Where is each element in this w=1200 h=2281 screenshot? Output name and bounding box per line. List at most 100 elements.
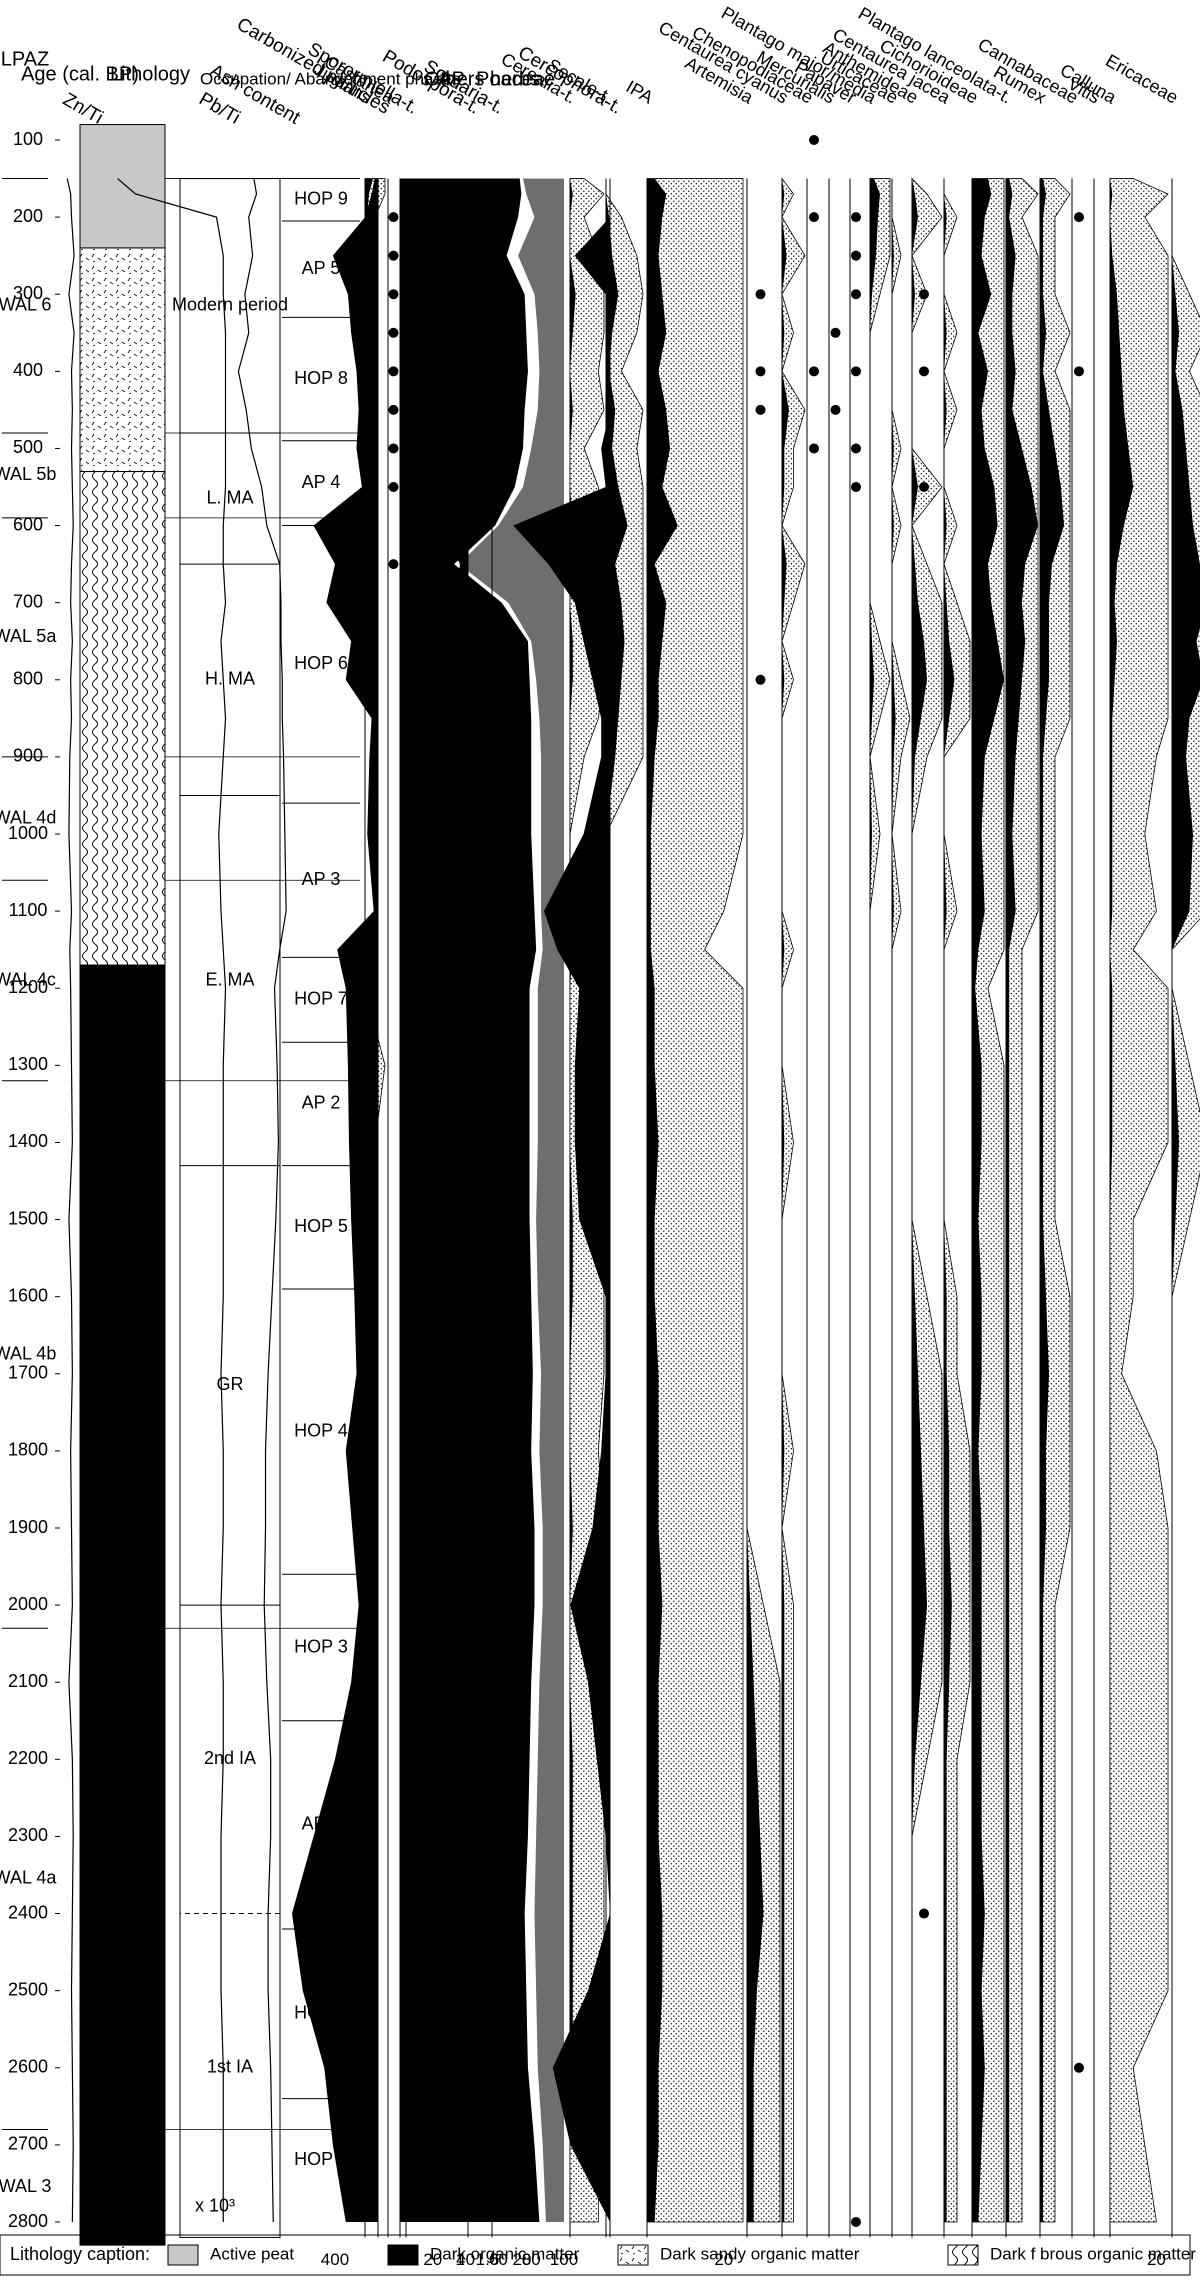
others-herbs-label: Others herbs xyxy=(424,68,540,90)
taxon-panel: Cichorioideae xyxy=(876,35,1005,2238)
exaggeration-area xyxy=(746,178,781,2223)
period-frame xyxy=(179,178,281,2238)
age-tick-label: 1600 xyxy=(8,1285,48,1305)
taxon-tick-label: 20 xyxy=(1147,2250,1166,2269)
age-tick-label: 2400 xyxy=(8,1902,48,1922)
geochem-curve xyxy=(66,178,75,2223)
exaggeration-area xyxy=(891,178,911,2222)
age-tick-label: 2300 xyxy=(8,1825,48,1845)
age-tick-label: 200 xyxy=(13,206,43,226)
legend-swatch xyxy=(387,2244,419,2266)
ap-tick-label: 100 xyxy=(550,2250,578,2269)
ap-tick-label: 80 xyxy=(522,2250,541,2269)
taxon-area xyxy=(747,178,764,2222)
phase-label: HOP 5 xyxy=(294,1216,348,1236)
presence-dot xyxy=(851,482,861,492)
age-tick-label: 1200 xyxy=(8,977,48,997)
phase-label: HOP 3 xyxy=(294,1636,348,1656)
taxon-area xyxy=(606,178,628,2222)
lithology-title: Lithology xyxy=(110,63,190,85)
presence-dot xyxy=(851,289,861,300)
age-tick-label: 1500 xyxy=(8,1208,48,1228)
presence-dot xyxy=(851,443,861,454)
lithology-unit xyxy=(79,247,166,473)
taxon-tick-label: 20 xyxy=(714,2250,733,2269)
taxon-area xyxy=(1172,178,1200,2222)
legend-label: Dark f brous organic matter xyxy=(990,2244,1196,2263)
age-tick-label: 1700 xyxy=(8,1363,48,1383)
age-tick-label: 400 xyxy=(13,360,43,380)
presence-dot xyxy=(388,559,399,570)
age-tick-label: 2600 xyxy=(8,2057,48,2077)
exaggeration-area xyxy=(1109,178,1169,2223)
presence-dot xyxy=(919,482,929,492)
period-column: Modern period L. MA H. MA E. MA GR 2nd IA 1st … xyxy=(172,178,288,2238)
presence-dot xyxy=(1074,2062,1084,2073)
presence-dot xyxy=(851,366,861,377)
phase-label: HOP 6 xyxy=(294,653,348,673)
period-label: L. MA xyxy=(206,487,253,507)
ap-tick-label: 40 xyxy=(456,2250,475,2269)
lpaz-column: WAL 6 WAL 5b WAL 5a WAL 4d WAL 4c WAL 4b WAL 4… xyxy=(0,48,57,2196)
scale-label: x 10³ xyxy=(195,2195,235,2215)
taxon-panel: Urticaceae xyxy=(817,47,911,2238)
presence-dot xyxy=(1074,212,1084,223)
fungi-silhouette xyxy=(403,178,406,2222)
phase-label: AP 3 xyxy=(302,869,341,889)
legend-swatch xyxy=(947,2244,979,2266)
legend-swatch xyxy=(167,2244,199,2266)
fungi-panels: Cercophora-t.20Sordaria-t.1.5Podospora-t… xyxy=(233,14,625,2269)
phase-label: HOP 4 xyxy=(294,1420,348,1440)
presence-dot xyxy=(830,327,841,338)
lithology-unit xyxy=(79,964,166,2246)
exaggeration-area xyxy=(646,178,744,2223)
age-tick-label: 800 xyxy=(13,669,43,689)
taxon-panel: Anthemideae xyxy=(820,37,943,2238)
presence-dot xyxy=(388,366,399,377)
taxon-label: IPA xyxy=(623,76,657,107)
taxon-area xyxy=(570,178,576,2222)
presence-dot xyxy=(755,674,766,685)
taxon-panel: Plantago major/media xyxy=(718,3,891,2238)
exaggeration-area xyxy=(781,177,806,2223)
exaggeration-area xyxy=(943,178,971,2223)
presence-dot xyxy=(388,327,399,338)
age-tick-label: 2000 xyxy=(8,1594,48,1614)
lithology-column: Lithology xyxy=(79,63,190,2246)
age-tick-label: 1300 xyxy=(8,1054,48,1074)
taxon-area xyxy=(1110,178,1134,2222)
presence-dot xyxy=(919,1908,929,1919)
fungi-silhouette xyxy=(513,178,610,2222)
taxon-area xyxy=(1006,178,1038,2222)
presence-dot xyxy=(388,212,399,223)
presence-dot xyxy=(919,289,929,300)
age-tick-label: 700 xyxy=(13,591,43,611)
taxon-area xyxy=(782,178,789,2222)
lpaz-title: LPAZ xyxy=(1,48,50,70)
taxon-area xyxy=(912,178,927,2222)
taxon-area xyxy=(972,178,1004,2222)
taxon-area xyxy=(870,178,880,2222)
legend-label: Dark organic matter xyxy=(430,2244,580,2263)
presence-dot xyxy=(809,135,819,145)
presence-dot xyxy=(851,212,861,223)
period-label: E. MA xyxy=(205,969,254,989)
age-tick-label: 2800 xyxy=(8,2211,48,2231)
age-tick-label: 600 xyxy=(13,514,43,534)
lpaz-label: WAL 4d xyxy=(0,807,56,827)
presence-dot xyxy=(809,212,819,223)
period-label: GR xyxy=(217,1374,244,1394)
lithology-unit xyxy=(79,124,166,249)
age-tick-label: 2700 xyxy=(8,2134,48,2154)
geochem-curve xyxy=(237,178,287,2223)
taxon-panel: Papaver xyxy=(792,57,861,2238)
poaceae-label: Poaceae xyxy=(476,68,555,90)
presence-dot xyxy=(851,2217,861,2227)
presence-dot xyxy=(1074,366,1084,377)
fungi-tick-label: 400 xyxy=(321,2250,349,2269)
phases-title: Occupation/ Abandonment phases xyxy=(200,69,460,88)
presence-dot xyxy=(388,482,399,492)
